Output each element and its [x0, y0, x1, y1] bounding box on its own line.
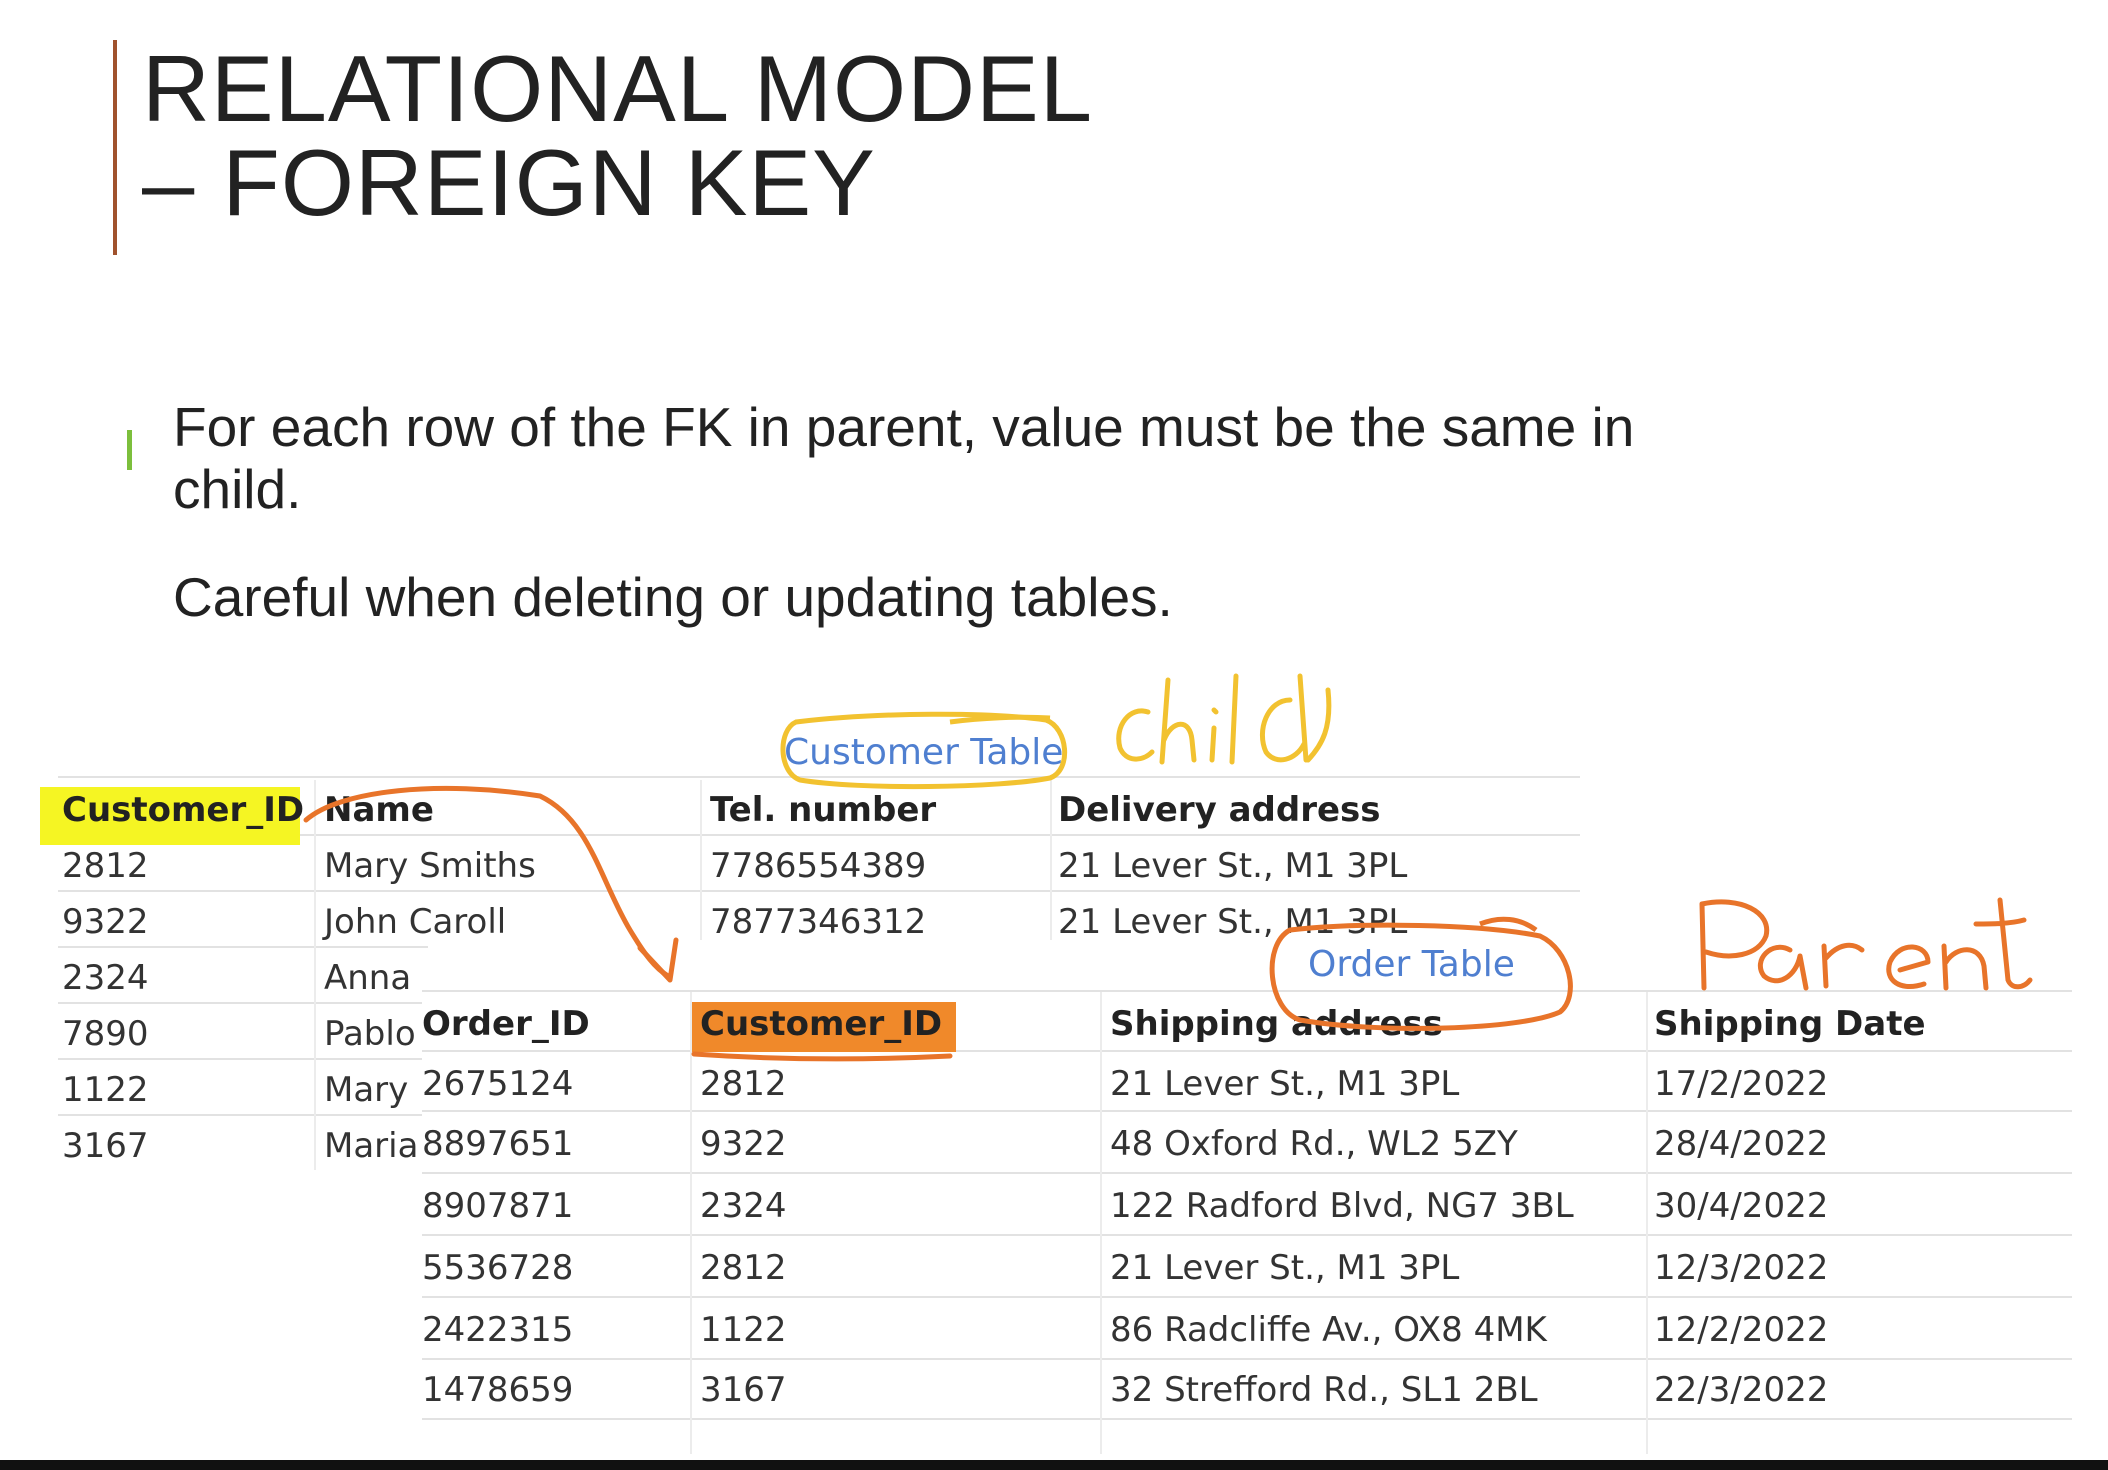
customer-cell: 7877346312	[710, 902, 927, 942]
table-line	[58, 1114, 428, 1116]
customer-cell: 3167	[62, 1126, 149, 1166]
slide-title-line-2: – FOREIGN KEY	[142, 130, 876, 235]
order-cell: 12/3/2022	[1654, 1248, 1829, 1288]
customer-cell: 21 Lever St., M1 3PL	[1058, 902, 1408, 942]
order-caption-circle	[1269, 922, 1573, 1031]
table-line	[422, 1110, 2072, 1112]
order-cell: 86 Radcliffe Av., OX8 4MK	[1110, 1310, 1547, 1350]
table-line	[1050, 780, 1052, 940]
order-cell: 2812	[700, 1248, 787, 1288]
table-line	[422, 1358, 2072, 1360]
order-table: Order_ID Customer_ID Shipping address Sh…	[422, 948, 2108, 1454]
child-handwriting	[1116, 673, 1332, 765]
order-table-caption: Order Table	[1308, 944, 1515, 985]
customer-cell: 7890	[62, 1014, 149, 1054]
order-cell: 2675124	[422, 1064, 574, 1104]
order-cell: 30/4/2022	[1654, 1186, 1829, 1226]
customer-cell: 2324	[62, 958, 149, 998]
order-customer-id-underline	[691, 1051, 953, 1062]
order-cell: 8907871	[422, 1186, 574, 1226]
table-line	[422, 1050, 2072, 1052]
order-cell: 21 Lever St., M1 3PL	[1110, 1064, 1460, 1104]
order-cell: 22/3/2022	[1654, 1370, 1829, 1410]
table-line	[422, 1234, 2072, 1236]
table-line	[1100, 992, 1102, 1454]
order-cell: 2422315	[422, 1310, 574, 1350]
order-cell: 1122	[700, 1310, 787, 1350]
order-customer-id-highlight	[692, 1002, 956, 1052]
table-line	[58, 1002, 428, 1004]
customer-cell: Anna	[324, 958, 412, 998]
order-cell: 1478659	[422, 1370, 574, 1410]
table-line	[58, 776, 1580, 778]
table-line	[314, 780, 316, 1170]
table-line	[422, 1296, 2072, 1298]
order-cell: 17/2/2022	[1654, 1064, 1829, 1104]
customer-header-tel: Tel. number	[710, 790, 937, 830]
table-line	[58, 890, 1580, 892]
table-line	[700, 780, 702, 940]
customer-cell: 21 Lever St., M1 3PL	[1058, 846, 1408, 886]
order-cell: 122 Radford Blvd, NG7 3BL	[1110, 1186, 1574, 1226]
customer-cell: Maria	[324, 1126, 419, 1166]
table-line	[58, 1058, 428, 1060]
parent-handwriting	[1699, 897, 2033, 991]
table-line	[690, 992, 692, 1454]
bullet-text-line-1: For each row of the FK in parent, value …	[173, 396, 1635, 458]
customer-header-name: Name	[324, 790, 434, 830]
order-cell: 5536728	[422, 1248, 574, 1288]
order-cell: 3167	[700, 1370, 787, 1410]
table-line	[58, 946, 428, 948]
customer-caption-circle	[780, 711, 1067, 790]
bullet-text-line-2: child.	[173, 458, 302, 520]
customer-cell: Mary Smiths	[324, 846, 536, 886]
order-caption-circle-tail	[1479, 916, 1538, 933]
order-cell: 2324	[700, 1186, 787, 1226]
order-cell: 12/2/2022	[1654, 1310, 1829, 1350]
order-cell: 21 Lever St., M1 3PL	[1110, 1248, 1460, 1288]
note-text: Careful when deleting or updating tables…	[173, 566, 1173, 628]
order-header-id: Order_ID	[422, 1004, 590, 1044]
order-cell: 9322	[700, 1124, 787, 1164]
table-line	[58, 834, 1580, 836]
fk-arrow	[303, 785, 671, 979]
slide-title-line-1: RELATIONAL MODEL	[142, 36, 1093, 141]
order-cell: 32 Strefford Rd., SL1 2BL	[1110, 1370, 1538, 1410]
table-line	[422, 1418, 2072, 1420]
bottom-frame-bar	[0, 1460, 2108, 1470]
order-header-customer-id: Customer_ID	[700, 1004, 943, 1044]
order-header-shipping-address: Shipping address	[1110, 1004, 1443, 1044]
customer-id-highlight	[40, 787, 300, 845]
table-line	[422, 990, 2072, 992]
customer-cell: 7786554389	[710, 846, 927, 886]
customer-table-caption: Customer Table	[784, 732, 1064, 773]
order-cell: 2812	[700, 1064, 787, 1104]
table-line	[422, 1172, 2072, 1174]
customer-caption-circle-tail	[949, 714, 1051, 725]
customer-cell: 9322	[62, 902, 149, 942]
order-cell: 48 Oxford Rd., WL2 5ZY	[1110, 1124, 1518, 1164]
order-cell: 8897651	[422, 1124, 574, 1164]
order-header-shipping-date: Shipping Date	[1654, 1004, 1926, 1044]
table-line	[1646, 992, 1648, 1454]
customer-cell: 1122	[62, 1070, 149, 1110]
order-cell: 28/4/2022	[1654, 1124, 1829, 1164]
title-accent-bar	[113, 40, 117, 255]
customer-cell: John Caroll	[324, 902, 507, 942]
customer-cell: 2812	[62, 846, 149, 886]
customer-cell: Pablo	[324, 1014, 416, 1054]
bullet-marker	[127, 430, 132, 470]
customer-header-id: Customer_ID	[62, 790, 305, 830]
customer-cell: Mary	[324, 1070, 409, 1110]
customer-header-address: Delivery address	[1058, 790, 1381, 830]
fk-arrowhead	[637, 937, 679, 983]
